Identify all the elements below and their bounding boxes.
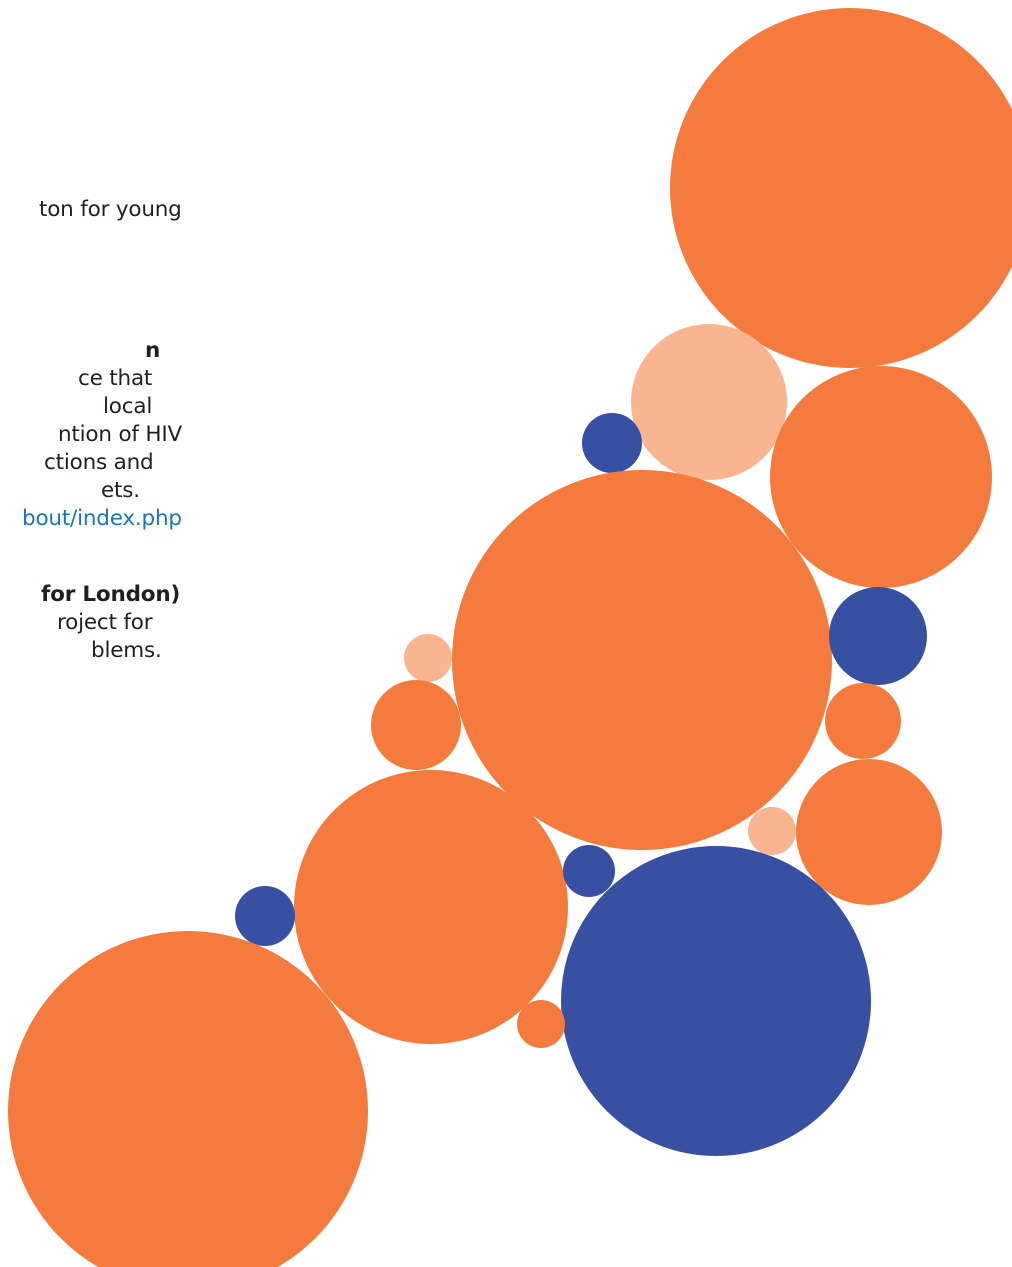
text-line: roject for — [57, 610, 153, 635]
text-line: ctions and — [44, 450, 154, 475]
orange-circle — [294, 770, 568, 1044]
orange-circle — [796, 759, 942, 905]
blue-circle — [235, 886, 295, 946]
section-heading: for London) — [41, 582, 181, 607]
blue-circle — [582, 413, 642, 473]
text-line: ce that — [78, 366, 153, 391]
light-orange-circle — [631, 324, 787, 480]
website-link[interactable]: bout/index.php — [22, 506, 182, 531]
light-orange-circle — [748, 807, 796, 855]
section-heading: n — [145, 338, 161, 363]
orange-circle — [452, 470, 832, 850]
blue-circle — [561, 846, 871, 1156]
blue-circle — [563, 845, 615, 897]
orange-circle — [825, 683, 901, 759]
text-line: ntion of HIV — [58, 422, 183, 447]
orange-circle — [371, 680, 461, 770]
light-orange-circle — [404, 634, 452, 682]
orange-circle — [8, 931, 368, 1267]
orange-circle — [517, 1000, 565, 1048]
text-line: ets. — [101, 478, 140, 503]
orange-circle — [770, 366, 992, 588]
text-line: local — [103, 394, 153, 419]
text-line: ton for young — [39, 197, 182, 222]
blue-circle — [829, 587, 927, 685]
text-line: blems. — [91, 638, 162, 663]
orange-circle — [670, 8, 1012, 368]
